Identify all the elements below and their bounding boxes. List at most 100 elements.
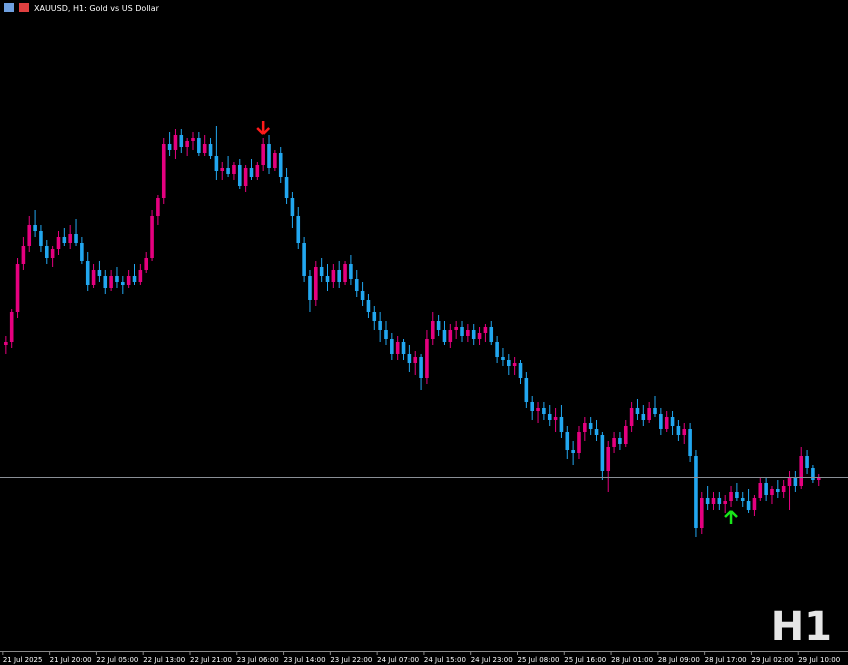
candle-body xyxy=(85,261,90,285)
candle-body xyxy=(618,438,622,444)
candle-body xyxy=(740,498,745,501)
candle-body xyxy=(360,291,365,300)
candle-body xyxy=(553,417,558,420)
candle-body xyxy=(565,432,570,450)
candle-body xyxy=(559,417,564,432)
sell-arrow xyxy=(256,121,271,135)
candle-body xyxy=(232,165,236,174)
candle-body xyxy=(811,468,815,480)
candle-body xyxy=(91,270,96,285)
candle-body xyxy=(27,225,32,246)
candle-body xyxy=(173,135,178,150)
candle-body xyxy=(249,168,254,177)
icon xyxy=(19,3,29,12)
x-tick-label: 24 Jul 15:00 xyxy=(424,656,466,664)
candle-body xyxy=(752,498,757,510)
candle-body xyxy=(729,492,733,501)
candle-body xyxy=(425,339,429,378)
candle-body xyxy=(261,144,265,165)
x-tick-label: 28 Jul 01:00 xyxy=(611,656,653,664)
x-tick-label: 25 Jul 08:00 xyxy=(517,656,559,664)
candle-body xyxy=(793,477,798,486)
candle-body xyxy=(237,165,242,186)
candle-body xyxy=(33,225,37,231)
candle-body xyxy=(302,243,306,276)
candle-body xyxy=(419,357,423,378)
candle-body xyxy=(547,414,552,420)
x-tick-label: 29 Jul 10:00 xyxy=(798,656,840,664)
candle-body xyxy=(407,354,412,363)
candle-body xyxy=(588,423,593,429)
candle-body xyxy=(290,198,295,216)
candle-body xyxy=(699,498,704,528)
candle-body xyxy=(629,408,634,426)
candle-body xyxy=(115,276,119,282)
candle-body xyxy=(758,483,763,498)
x-tick-label: 24 Jul 07:00 xyxy=(377,656,419,664)
candle-body xyxy=(349,264,353,279)
candle-body xyxy=(542,408,546,414)
candle-body xyxy=(150,216,154,258)
candle-body xyxy=(161,144,166,198)
candle-body xyxy=(354,279,359,291)
candle-body xyxy=(682,429,687,435)
candle-body xyxy=(776,489,780,492)
candle-body xyxy=(764,483,768,495)
candle-body xyxy=(191,138,195,141)
candle-body xyxy=(536,408,540,411)
candle-body xyxy=(711,498,716,504)
candle-body xyxy=(647,408,651,420)
candle-body xyxy=(9,312,14,342)
candle-body xyxy=(197,138,201,153)
candle-body xyxy=(723,501,727,504)
x-tick-label: 25 Jul 16:00 xyxy=(564,656,606,664)
x-tick-label: 22 Jul 21:00 xyxy=(190,656,232,664)
candle-body xyxy=(132,276,137,282)
candle-body xyxy=(659,414,663,429)
x-tick-label: 28 Jul 09:00 xyxy=(658,656,700,664)
candle-body xyxy=(390,339,394,354)
candle-body xyxy=(694,456,698,528)
candle-body xyxy=(530,402,534,411)
icon xyxy=(4,3,14,12)
candle-body xyxy=(735,492,739,498)
candle-body xyxy=(384,330,388,339)
candle-body xyxy=(44,246,49,258)
candle-body xyxy=(308,276,312,300)
candle-body xyxy=(653,408,657,414)
candle-body xyxy=(103,276,108,288)
candle-body xyxy=(816,477,821,480)
candle-body xyxy=(214,156,219,171)
candle-body xyxy=(255,165,260,177)
x-tick-label: 28 Jul 17:00 xyxy=(705,656,747,664)
candle-body xyxy=(454,327,458,330)
candle-body xyxy=(39,231,43,246)
candle-body xyxy=(524,378,529,402)
candle-body xyxy=(319,267,324,276)
candle-body xyxy=(372,312,377,321)
candle-body xyxy=(138,270,143,282)
candle-body xyxy=(126,276,131,285)
candle-body xyxy=(68,234,72,243)
candle-body xyxy=(202,144,207,153)
candle-body xyxy=(430,321,435,339)
candle-body xyxy=(50,249,55,258)
candle-body xyxy=(471,330,476,339)
candle-body xyxy=(273,153,277,168)
candle-body xyxy=(62,237,67,243)
candle-body xyxy=(600,435,605,471)
x-tick-label: 22 Jul 05:00 xyxy=(96,656,138,664)
candle-body xyxy=(4,342,8,345)
candle-body xyxy=(267,144,271,168)
candle-body xyxy=(483,327,488,333)
candle-body xyxy=(781,486,786,492)
candle-body xyxy=(74,234,78,243)
candle-body xyxy=(56,237,61,249)
candle-body xyxy=(121,282,125,285)
candle-body xyxy=(664,417,669,429)
candle-body xyxy=(144,258,149,270)
candle-body xyxy=(717,498,722,504)
candle-body xyxy=(448,330,453,342)
buy-arrow xyxy=(724,510,738,524)
